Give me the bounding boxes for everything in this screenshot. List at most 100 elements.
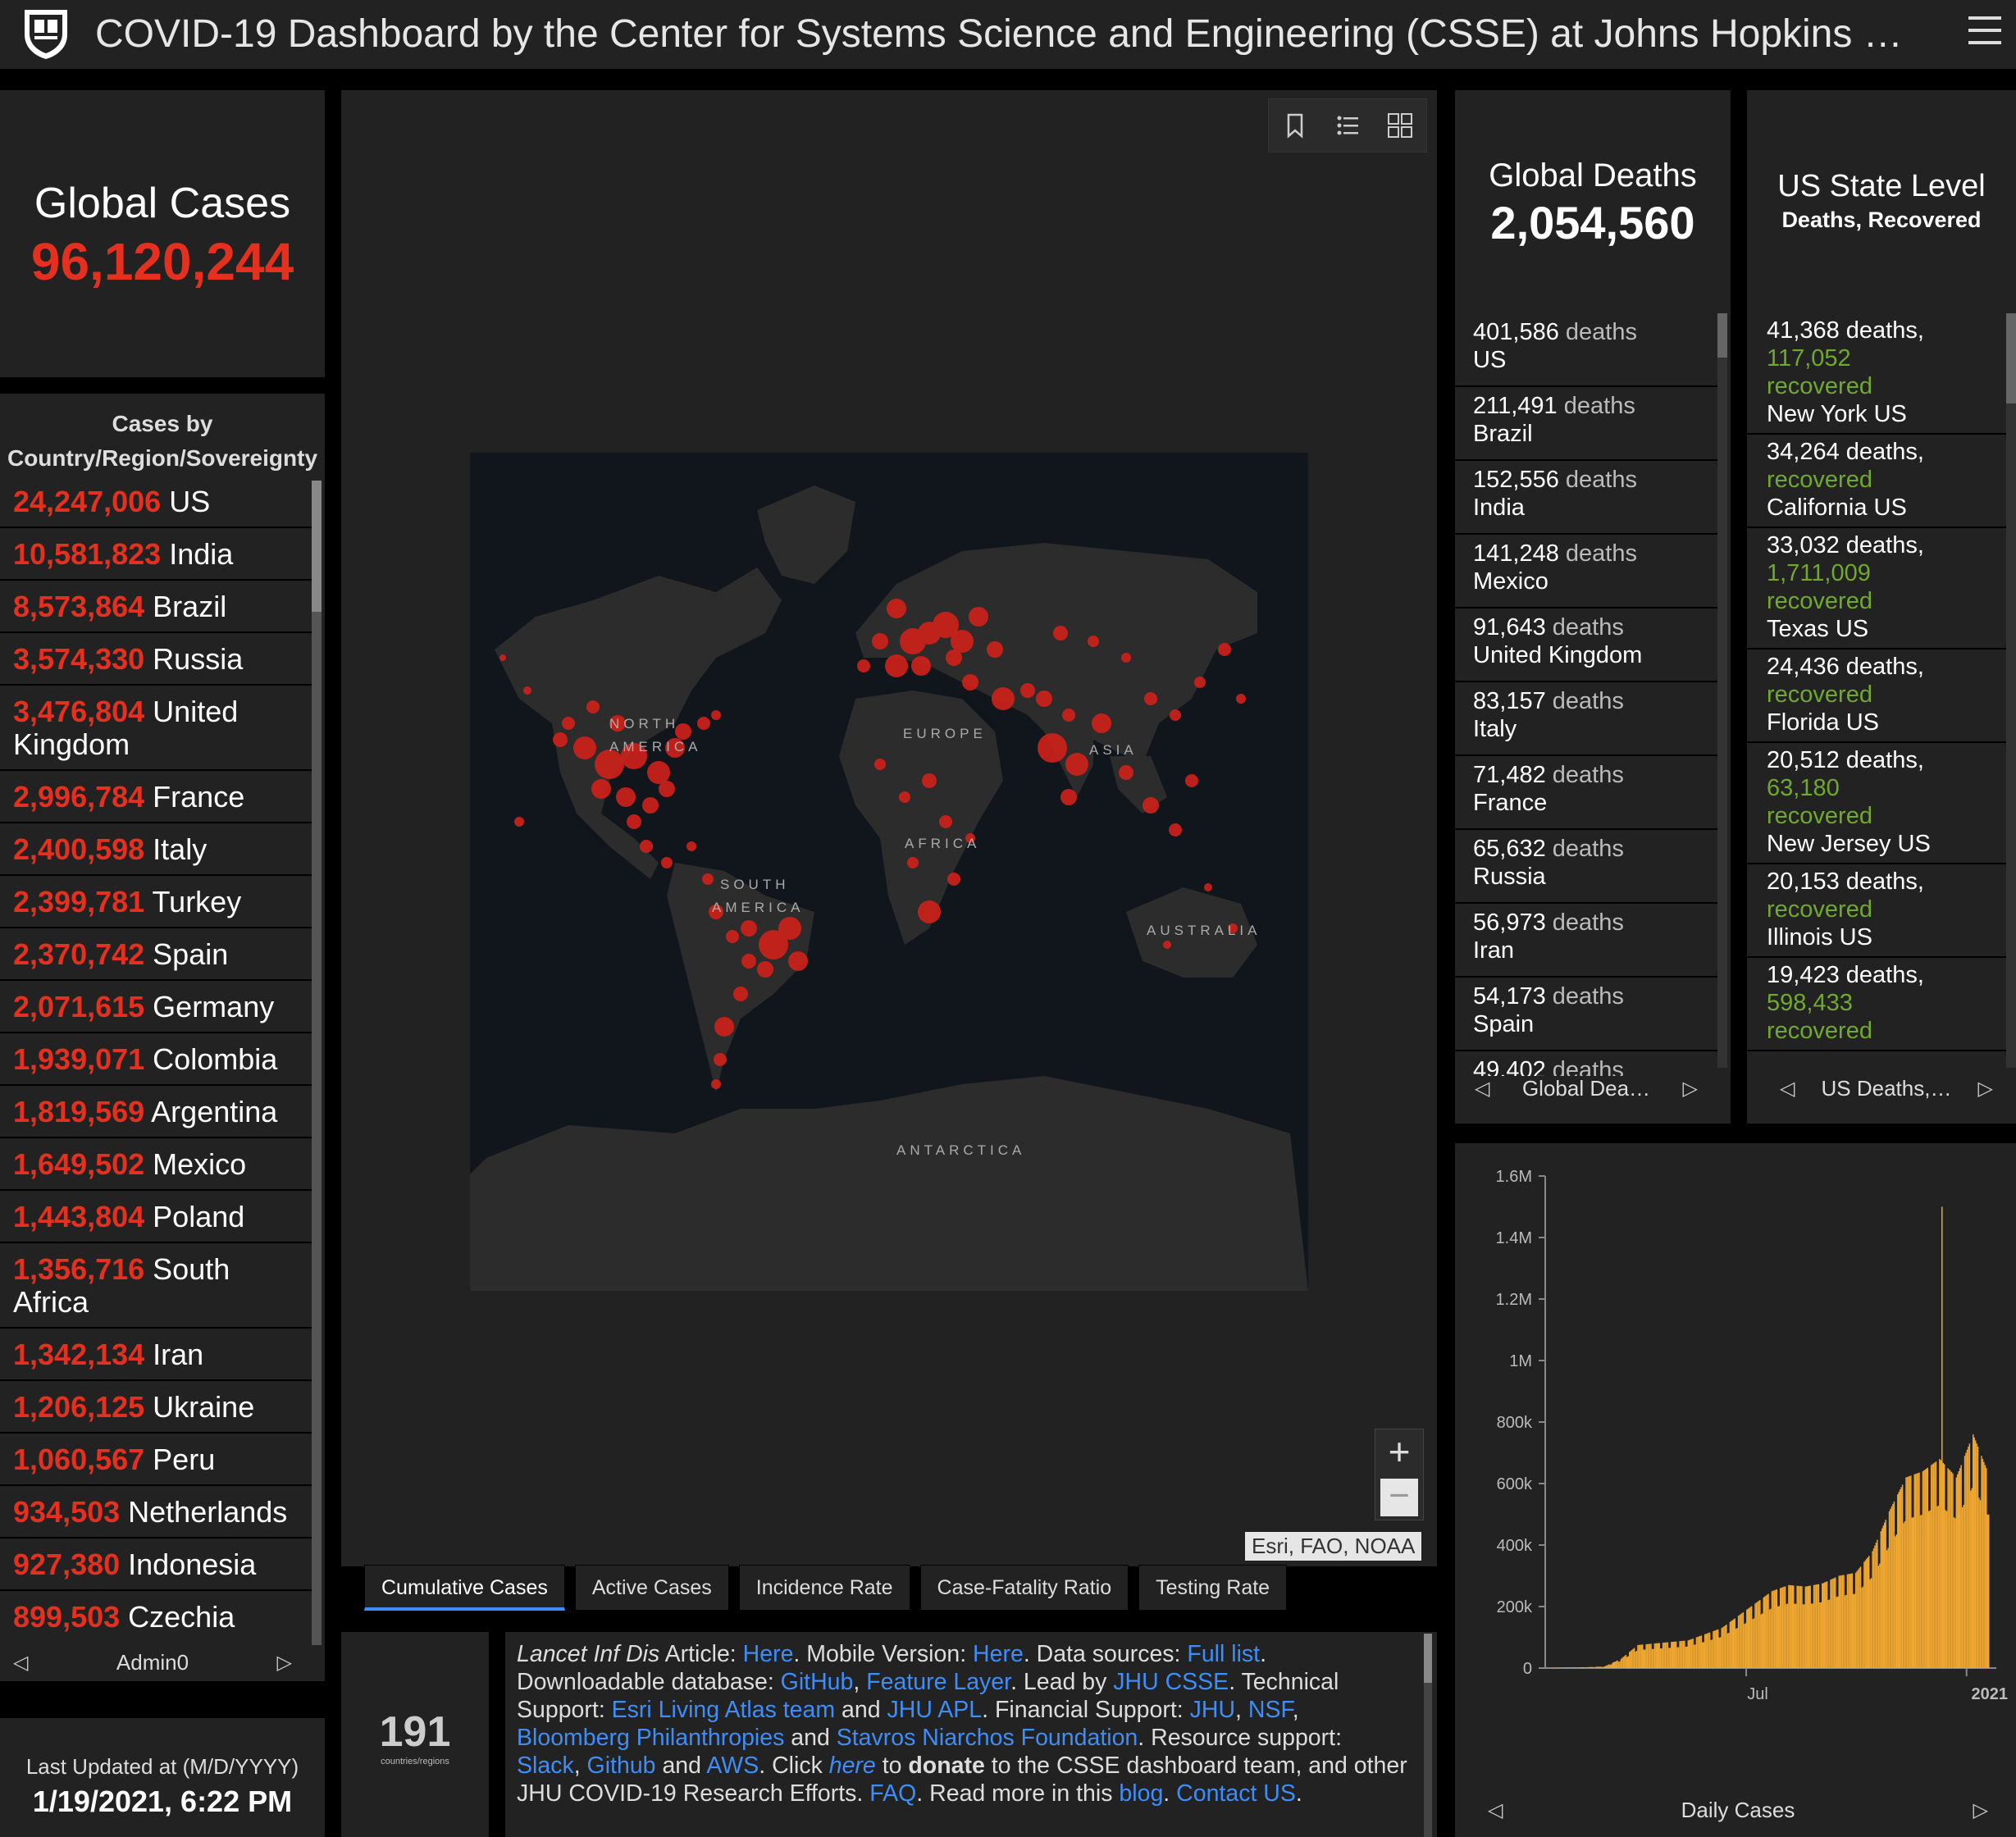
y-tick-label: 600k <box>1497 1475 1533 1493</box>
us-state-scrollbar[interactable] <box>2006 313 2016 1068</box>
country-row[interactable]: 2,370,742 Spain <box>0 928 312 981</box>
pager-prev-icon[interactable]: ◁ <box>1488 1799 1503 1821</box>
daily-cases-bar <box>1918 1472 1920 1668</box>
death-row[interactable]: 56,973 deaths Iran <box>1455 904 1717 978</box>
daily-cases-bar <box>1916 1473 1918 1668</box>
us-state-row[interactable]: 20,153 deaths, recovered Illinois US <box>1747 864 2008 958</box>
pager-prev-icon[interactable]: ◁ <box>1475 1078 1490 1100</box>
us-state-row[interactable]: 24,436 deaths, recovered Florida US <box>1747 650 2008 743</box>
zoom-out-button[interactable]: − <box>1380 1478 1418 1516</box>
death-row[interactable]: 211,491 deaths Brazil <box>1455 387 1717 461</box>
daily-cases-chart[interactable]: 0 200k 400k 600k 800k 1M 1.2M 1.4M 1.6M Jul 2021 <box>1455 1143 2016 1799</box>
bookmark-icon[interactable] <box>1281 112 1309 139</box>
death-row[interactable]: 91,643 deaths United Kingdom <box>1455 609 1717 682</box>
pager-next-icon[interactable]: ▷ <box>1682 1078 1698 1100</box>
country-row[interactable]: 2,400,598 Italy <box>0 823 312 876</box>
us-state-list[interactable]: 41,368 deaths, 117,052 recovered New York … <box>1747 313 2008 1078</box>
daily-cases-bar <box>1562 1667 1565 1668</box>
blog-link[interactable]: blog <box>1119 1780 1164 1807</box>
death-row[interactable]: 49,402 deaths <box>1455 1051 1717 1076</box>
death-row[interactable]: 54,173 deaths Spain <box>1455 978 1717 1051</box>
hamburger-menu-icon[interactable] <box>1968 16 2001 49</box>
article-link[interactable]: Here <box>742 1641 794 1667</box>
country-row[interactable]: 24,247,006 US <box>0 476 312 528</box>
feature-layer-link[interactable]: Feature Layer <box>866 1669 1011 1695</box>
country-cases: 24,247,006 <box>13 485 162 518</box>
death-row[interactable]: 65,632 deaths Russia <box>1455 830 1717 904</box>
legend-list-icon[interactable] <box>1334 112 1361 139</box>
country-list[interactable]: 24,247,006 US 10,581,823 India 8,573,864 B… <box>0 476 312 1640</box>
death-row[interactable]: 71,482 deaths France <box>1455 756 1717 830</box>
country-row[interactable]: 1,342,134 Iran <box>0 1329 312 1381</box>
us-state-row[interactable]: 19,423 deaths, 598,433 recovered <box>1747 958 2008 1051</box>
us-state-row[interactable]: 34,264 deaths, recovered California US <box>1747 435 2008 528</box>
country-row[interactable]: 2,996,784 France <box>0 771 312 823</box>
tab-cumulative-cases[interactable]: Cumulative Cases <box>364 1565 565 1611</box>
us-state-row[interactable]: 33,032 deaths, 1,711,009 recovered Texas U… <box>1747 528 2008 650</box>
daily-cases-bar <box>1838 1575 1840 1668</box>
tab-case-fatality-ratio[interactable]: Case-Fatality Ratio <box>919 1565 1129 1611</box>
us-state-row[interactable]: 20,512 deaths, 63,180 recovered New Jersey… <box>1747 743 2008 864</box>
country-row[interactable]: 1,060,567 Peru <box>0 1434 312 1486</box>
global-deaths-list[interactable]: 401,586 deaths US 211,491 deaths Brazil 152,… <box>1455 313 1717 1076</box>
jhu-link[interactable]: JHU <box>1189 1697 1236 1723</box>
country-row[interactable]: 899,503 Czechia <box>0 1591 312 1640</box>
stavros-link[interactable]: Stavros Niarchos Foundation <box>836 1725 1138 1751</box>
jhu-apl-link[interactable]: JHU APL <box>887 1697 983 1723</box>
death-row[interactable]: 401,586 deaths US <box>1455 313 1717 387</box>
tab-active-cases[interactable]: Active Cases <box>574 1565 729 1611</box>
country-row[interactable]: 934,503 Netherlands <box>0 1486 312 1538</box>
country-row[interactable]: 1,819,569 Argentina <box>0 1086 312 1138</box>
basemap-gallery-icon[interactable] <box>1386 112 1414 139</box>
info-scrollbar[interactable] <box>1424 1634 1432 1837</box>
country-row[interactable]: 1,206,125 Ukraine <box>0 1381 312 1434</box>
country-row[interactable]: 2,399,781 Turkey <box>0 876 312 928</box>
github-link[interactable]: GitHub <box>780 1669 854 1695</box>
death-row[interactable]: 152,556 deaths India <box>1455 461 1717 535</box>
jhu-csse-link[interactable]: JHU CSSE <box>1113 1669 1229 1695</box>
bloomberg-link[interactable]: Bloomberg Philanthropies <box>517 1725 785 1751</box>
esri-link[interactable]: Esri Living Atlas team <box>611 1697 836 1723</box>
tab-testing-rate[interactable]: Testing Rate <box>1138 1565 1288 1611</box>
country-name: Netherlands <box>128 1495 288 1529</box>
nsf-link[interactable]: NSF <box>1247 1697 1293 1723</box>
death-row[interactable]: 83,157 deaths Italy <box>1455 682 1717 756</box>
country-row[interactable]: 1,939,071 Colombia <box>0 1033 312 1086</box>
full-list-link[interactable]: Full list <box>1187 1641 1261 1667</box>
zoom-in-button[interactable]: + <box>1388 1430 1411 1473</box>
country-row[interactable]: 1,443,804 Poland <box>0 1191 312 1243</box>
pager-next-icon[interactable]: ▷ <box>1973 1799 1988 1821</box>
global-deaths-scrollbar[interactable] <box>1717 313 1727 1068</box>
country-row[interactable]: 1,356,716 South Africa <box>0 1243 312 1329</box>
country-name: United Kingdom <box>13 695 239 761</box>
country-name: Poland <box>153 1200 245 1233</box>
country-row[interactable]: 3,574,330 Russia <box>0 633 312 686</box>
country-row[interactable]: 10,581,823 India <box>0 528 312 581</box>
daily-cases-bar <box>1710 1639 1712 1668</box>
country-row[interactable]: 2,071,615 Germany <box>0 981 312 1033</box>
death-row[interactable]: 141,248 deaths Mexico <box>1455 535 1717 609</box>
slack-link[interactable]: Slack <box>517 1753 574 1779</box>
daily-cases-bar <box>1801 1586 1803 1668</box>
mobile-version-link[interactable]: Here <box>973 1641 1024 1667</box>
pager-prev-icon[interactable]: ◁ <box>1780 1078 1795 1100</box>
pager-next-icon[interactable]: ▷ <box>276 1652 292 1674</box>
country-row[interactable]: 8,573,864 Brazil <box>0 581 312 633</box>
country-row[interactable]: 3,476,804 United Kingdom <box>0 686 312 771</box>
pager-prev-icon[interactable]: ◁ <box>13 1652 29 1674</box>
faq-link[interactable]: FAQ <box>869 1780 917 1807</box>
tab-incidence-rate[interactable]: Incidence Rate <box>738 1565 910 1611</box>
daily-cases-bar <box>1671 1642 1672 1669</box>
github-support-link[interactable]: Github <box>586 1753 656 1779</box>
daily-cases-bar <box>1945 1511 1948 1668</box>
country-cases: 3,574,330 <box>13 642 145 676</box>
pager-next-icon[interactable]: ▷ <box>1977 1078 1993 1100</box>
us-state-row[interactable]: 41,368 deaths, 117,052 recovered New York … <box>1747 313 2008 435</box>
donate-here-link[interactable]: here <box>828 1753 876 1779</box>
contact-link[interactable]: Contact US <box>1176 1780 1296 1807</box>
aws-link[interactable]: AWS <box>706 1753 759 1779</box>
world-map[interactable]: NORTH AMERICA SOUTH AMERICA EUROPE ASIA … <box>470 453 1308 1291</box>
country-row[interactable]: 1,649,502 Mexico <box>0 1138 312 1191</box>
country-list-scrollbar[interactable] <box>312 481 322 1645</box>
country-row[interactable]: 927,380 Indonesia <box>0 1538 312 1591</box>
